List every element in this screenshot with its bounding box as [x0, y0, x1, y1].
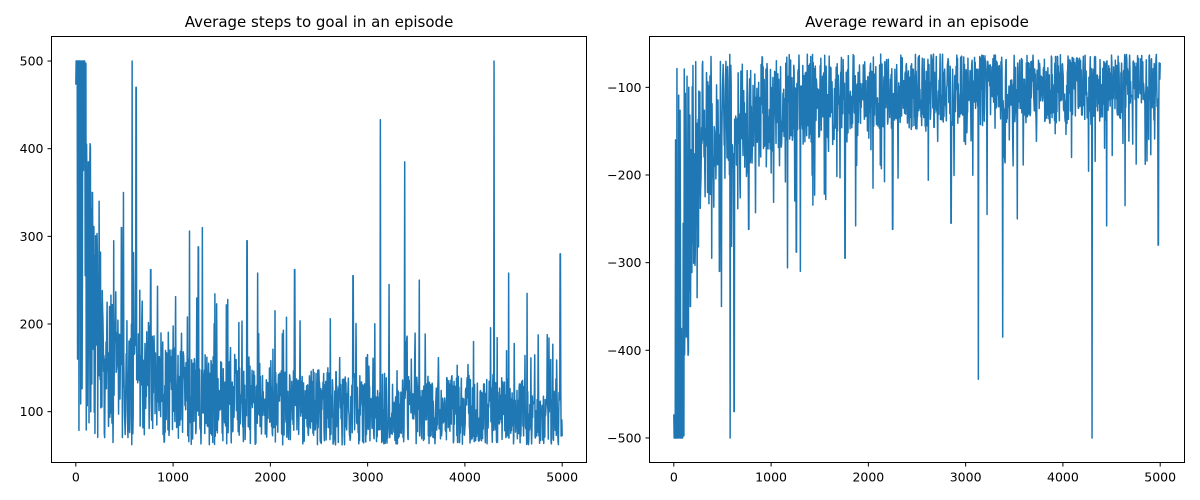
left-x-tick-label: 2000 [254, 470, 286, 485]
right-x-tick-label: 1000 [755, 470, 787, 485]
left-x-tick-label: 4000 [449, 470, 481, 485]
left-y-tick-label: 500 [20, 54, 44, 69]
left-axis-ticks: 0 1000 2000 3000 4000 5000 100 200 300 400 500 [20, 54, 578, 485]
right-series-line [673, 53, 1161, 439]
left-x-tick-label: 1000 [157, 470, 189, 485]
right-x-tick-label: 5000 [1144, 470, 1176, 485]
right-x-tick-label: 4000 [1047, 470, 1079, 485]
right-chart-title: Average reward in an episode [805, 13, 1029, 31]
left-series-line [75, 60, 563, 446]
left-x-tick-label: 3000 [352, 470, 384, 485]
left-plot-frame [51, 36, 587, 463]
right-x-tick-label: 0 [670, 470, 678, 485]
left-y-tick-label: 300 [20, 229, 44, 244]
right-x-tick-label: 2000 [852, 470, 884, 485]
left-y-tick-label: 400 [20, 141, 44, 156]
right-x-tick-label: 3000 [950, 470, 982, 485]
right-y-tick-label: −500 [607, 430, 641, 445]
right-plot-frame [649, 36, 1185, 463]
right-y-tick-label: −300 [607, 255, 641, 270]
right-subplot: Average reward in an episode 0 1000 2000 30… [607, 13, 1185, 485]
left-y-tick-label: 200 [20, 317, 44, 332]
right-y-tick-label: −200 [607, 167, 641, 182]
left-subplot: Average steps to goal in an episode 0 100… [20, 13, 587, 485]
right-y-tick-label: −400 [607, 343, 641, 358]
right-y-tick-label: −100 [607, 80, 641, 95]
left-chart-title: Average steps to goal in an episode [185, 13, 454, 31]
right-axis-ticks: 0 1000 2000 3000 4000 5000 −500 −400 −300 −200 −10… [607, 80, 1176, 485]
left-x-tick-label: 5000 [546, 470, 578, 485]
left-y-tick-label: 100 [20, 404, 44, 419]
left-x-tick-label: 0 [72, 470, 80, 485]
